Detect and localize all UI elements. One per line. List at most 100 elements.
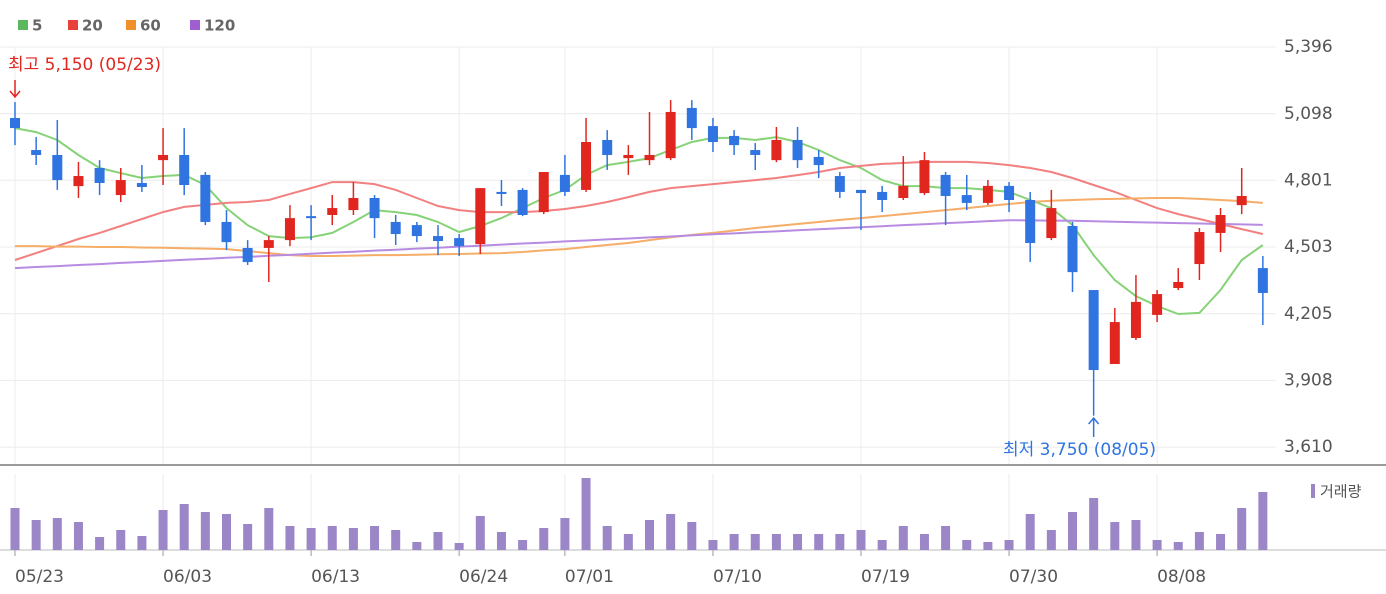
volume-bar bbox=[962, 540, 972, 550]
volume-bar bbox=[919, 534, 929, 550]
legend-label: 5 bbox=[32, 17, 42, 35]
candle-body bbox=[1236, 195, 1247, 206]
legend-label: 120 bbox=[204, 17, 235, 35]
volume-bar bbox=[95, 537, 105, 550]
candle-body bbox=[644, 154, 655, 161]
candle-body bbox=[284, 218, 295, 241]
volume-bar bbox=[581, 478, 591, 550]
candle-body bbox=[877, 191, 888, 200]
volume-bar bbox=[222, 514, 231, 550]
volume-bar bbox=[348, 528, 358, 550]
candle-body bbox=[454, 238, 465, 247]
volume-bar bbox=[750, 534, 760, 550]
volume-bar bbox=[771, 534, 781, 550]
legend-label: 60 bbox=[140, 17, 161, 35]
x-tick-label: 07/10 bbox=[713, 567, 762, 587]
candle-body bbox=[306, 216, 317, 219]
candle-body bbox=[602, 139, 613, 155]
volume-bar bbox=[941, 526, 951, 550]
volume-bar bbox=[1216, 534, 1226, 550]
volume-bar bbox=[243, 524, 253, 550]
volume-bar bbox=[1089, 498, 1099, 550]
candle-body bbox=[10, 118, 20, 129]
candle-body bbox=[1046, 208, 1057, 239]
candle-body bbox=[200, 174, 211, 222]
candle-body bbox=[1088, 290, 1099, 371]
volume-bar bbox=[158, 510, 168, 550]
volume-bar bbox=[179, 504, 189, 550]
candle-body bbox=[1152, 294, 1163, 315]
candle-body bbox=[559, 174, 570, 192]
candle-body bbox=[242, 247, 253, 263]
volume-bar bbox=[116, 530, 126, 550]
volume-bar bbox=[1131, 520, 1141, 550]
candle-body bbox=[940, 174, 951, 196]
volume-bar bbox=[1194, 532, 1204, 550]
volume-bar bbox=[496, 532, 506, 550]
volume-bar bbox=[666, 514, 676, 550]
volume-bar bbox=[539, 528, 549, 550]
x-tick-label: 06/03 bbox=[163, 567, 212, 587]
candle-body bbox=[1025, 199, 1036, 244]
candle-body bbox=[1194, 232, 1205, 265]
volume-bar bbox=[285, 526, 295, 550]
candle-body bbox=[158, 154, 169, 161]
volume-bar bbox=[687, 522, 697, 550]
low-arrow bbox=[1088, 416, 1100, 437]
volume-bar bbox=[983, 542, 993, 550]
volume-bar bbox=[475, 516, 485, 550]
candle-body bbox=[1173, 281, 1184, 289]
candle-body bbox=[1067, 225, 1078, 273]
volume-bar bbox=[1152, 540, 1162, 550]
candle-body bbox=[581, 141, 592, 190]
volume-bar bbox=[391, 530, 401, 550]
volume-bar bbox=[433, 532, 443, 550]
volume-bar bbox=[1110, 522, 1120, 550]
volume-bar bbox=[454, 543, 464, 550]
candle-body bbox=[94, 167, 105, 183]
volume-bar bbox=[1025, 514, 1035, 550]
volume-bar bbox=[1004, 540, 1014, 550]
candle-body bbox=[750, 150, 761, 155]
candle-body bbox=[348, 197, 359, 211]
volume-bar bbox=[518, 540, 528, 550]
candle-body bbox=[115, 180, 126, 196]
candle-body bbox=[517, 189, 528, 216]
candle-body bbox=[961, 195, 972, 203]
volume-bar bbox=[10, 508, 20, 550]
volume-bar bbox=[370, 526, 380, 550]
volume-bar bbox=[729, 534, 739, 550]
candle-body bbox=[433, 236, 443, 241]
volume-bar bbox=[137, 536, 147, 550]
volume-bar bbox=[1046, 530, 1056, 550]
volume-bar bbox=[1258, 492, 1268, 550]
moving-average-line bbox=[14, 160, 1264, 261]
candle-body bbox=[179, 154, 190, 185]
candle-body bbox=[73, 176, 84, 187]
candle-body bbox=[1130, 301, 1141, 338]
x-tick-label: 07/30 bbox=[1009, 567, 1058, 587]
candle-body bbox=[1215, 215, 1226, 233]
volume-bar bbox=[814, 534, 824, 550]
candle-body bbox=[1109, 322, 1120, 364]
candle-body bbox=[327, 208, 338, 216]
candle-body bbox=[221, 221, 232, 243]
candle-body bbox=[475, 188, 486, 245]
volume-bar bbox=[412, 542, 422, 550]
candle-body bbox=[856, 189, 866, 194]
candle-body bbox=[771, 139, 782, 161]
low-annotation: 최저 3,750 (08/05) bbox=[1003, 440, 1156, 460]
y-tick-label: 4,205 bbox=[1284, 304, 1333, 324]
moving-average-line bbox=[15, 197, 1263, 257]
volume-bar bbox=[73, 522, 83, 550]
volume-bar bbox=[1237, 508, 1247, 550]
candle-body bbox=[982, 185, 993, 203]
candle-body bbox=[496, 191, 507, 194]
candle-body bbox=[263, 240, 274, 248]
candle-body bbox=[31, 150, 42, 155]
candle-body bbox=[623, 154, 634, 159]
candle-body bbox=[792, 139, 803, 161]
volume-bar bbox=[1173, 542, 1183, 550]
volume-bar bbox=[52, 518, 62, 550]
